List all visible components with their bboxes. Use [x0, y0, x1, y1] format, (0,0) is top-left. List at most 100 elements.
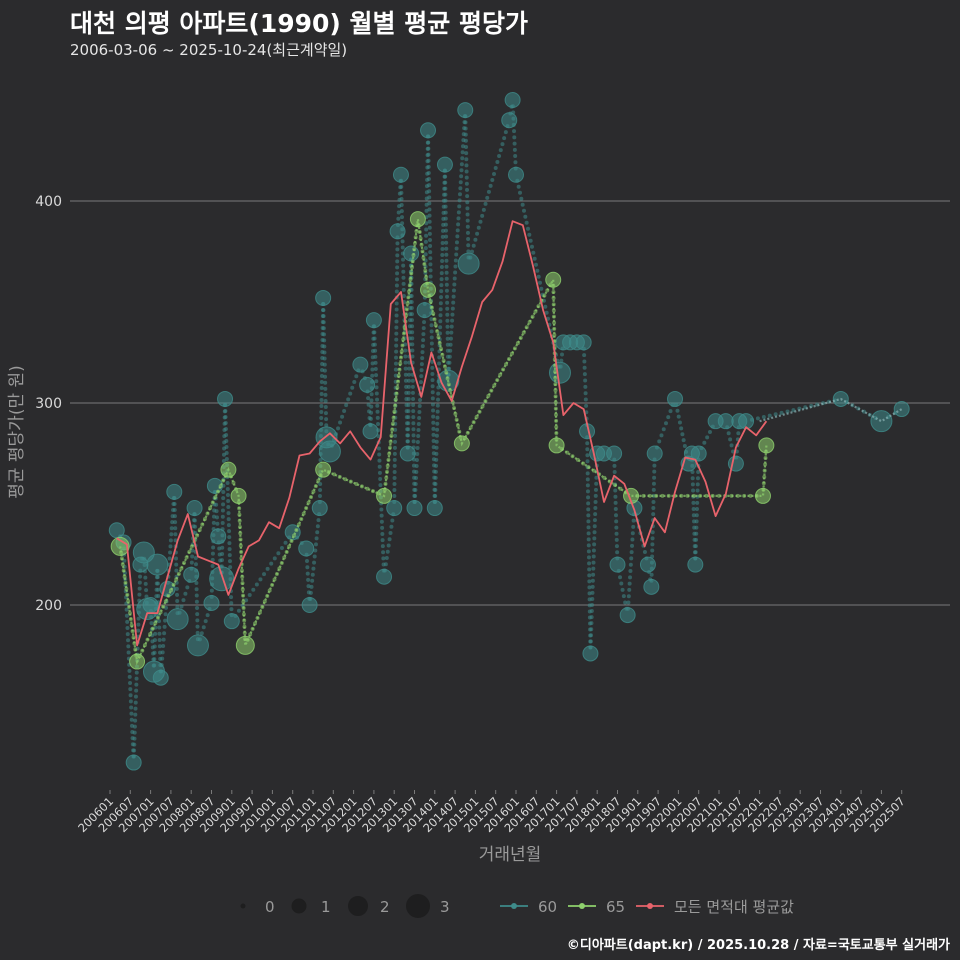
- series-60-connector-dot: [168, 550, 173, 555]
- series-60-connector-dot: [163, 618, 168, 623]
- series-60-connector-dot: [305, 571, 310, 576]
- series-60-connector-dot: [390, 518, 395, 523]
- series-60-connector-dot: [438, 313, 443, 318]
- legend-series-label: 60: [538, 898, 557, 916]
- series-60-connector-dot: [134, 682, 139, 687]
- series-60-connector-dot: [447, 360, 452, 365]
- series-60-connector-dot: [195, 630, 200, 635]
- series-60-connector-dot: [370, 373, 375, 378]
- series-60-connector-dot: [392, 463, 397, 468]
- series-60-connector-dot: [536, 274, 541, 279]
- series-60-connector-dot: [458, 180, 463, 185]
- series-60-connector-dot: [129, 717, 134, 722]
- series-60-connector-dot: [525, 226, 530, 231]
- series-60-connector-dot: [465, 206, 470, 211]
- series-60-connector-dot: [400, 239, 405, 244]
- series-60-connector-dot: [449, 330, 454, 335]
- series-60-connector-dot: [431, 408, 436, 413]
- series-60-connector-dot: [694, 519, 699, 524]
- series-60-connector-dot: [668, 409, 673, 414]
- series-60-connector-dot: [428, 244, 433, 249]
- series-60-connector-dot: [194, 593, 199, 598]
- series-60-connector-dot: [444, 246, 449, 251]
- series-60-connector-dot: [614, 537, 619, 542]
- series-60-connector-dot: [167, 556, 172, 561]
- series-60-connector-dot: [426, 170, 431, 175]
- legend-point-symbol: [579, 903, 585, 909]
- series-60-connector-dot: [406, 384, 411, 389]
- series-60-connector-dot: [440, 240, 445, 245]
- series-60-connector-dot: [427, 207, 432, 212]
- series-60-connector-dot: [133, 700, 138, 705]
- series-60-connector-dot: [493, 166, 498, 171]
- series-60-connector-dot: [194, 587, 199, 592]
- series-60-connector-dot: [726, 431, 731, 436]
- series-60-connector-dot: [431, 414, 436, 419]
- series-60-connector-dot: [535, 268, 540, 273]
- series-60-connector-dot: [450, 306, 455, 311]
- series-60-connector-dot: [372, 336, 377, 341]
- series-60-point: [501, 112, 518, 129]
- series-60-point: [142, 597, 159, 613]
- series-60-connector-dot: [125, 619, 130, 624]
- series-60-connector-dot: [586, 537, 591, 542]
- legend-size-symbol: [240, 903, 246, 909]
- series-60-connector-dot: [228, 565, 233, 570]
- series-60-connector-dot: [306, 584, 311, 589]
- series-60-connector-dot: [411, 409, 416, 414]
- series-60-connector-dot: [488, 183, 493, 188]
- series-60-connector-dot: [680, 432, 685, 437]
- series-60-connector-dot: [340, 414, 345, 419]
- series-60-point: [457, 102, 474, 119]
- series-60-connector-dot: [451, 294, 456, 299]
- series-60-connector-dot: [421, 332, 426, 337]
- series-60-connector-dot: [394, 301, 399, 306]
- series-60-connector-dot: [428, 274, 433, 279]
- series-60-connector-dot: [392, 451, 397, 456]
- series-60-connector-dot: [430, 378, 435, 383]
- series-60-connector-dot: [434, 439, 439, 444]
- series-60-connector-dot: [676, 414, 681, 419]
- series-60-connector-dot: [319, 373, 324, 378]
- series-60-connector-dot: [444, 282, 449, 287]
- series-60-connector-dot: [464, 163, 469, 168]
- series-60-connector-dot: [416, 428, 421, 433]
- series-60-connector-dot: [434, 433, 439, 438]
- series-60-connector-dot: [410, 318, 415, 323]
- series-60-connector-dot: [203, 619, 208, 624]
- series-60-connector-dot: [134, 670, 139, 675]
- series-60-connector-dot: [344, 403, 349, 408]
- series-60-connector-dot: [225, 487, 230, 492]
- series-60-connector-dot: [431, 426, 436, 431]
- series-60-connector-dot: [465, 230, 470, 235]
- series-60-connector-dot: [533, 262, 538, 267]
- series-60-connector-dot: [419, 362, 424, 367]
- series-60-connector-dot: [152, 638, 157, 643]
- series-60-connector-dot: [433, 493, 438, 498]
- series-60-connector-dot: [512, 141, 517, 146]
- series-60-connector-dot: [666, 415, 671, 420]
- series-60-connector-dot: [225, 493, 230, 498]
- series-60-connector-dot: [350, 385, 355, 390]
- series-60-connector-dot: [175, 598, 180, 603]
- series-60-connector-dot: [584, 403, 589, 408]
- series-60-connector-dot: [587, 579, 592, 584]
- series-60-connector-dot: [421, 338, 426, 343]
- series-60-connector-dot: [586, 495, 591, 500]
- series-60-connector-dot: [465, 187, 470, 192]
- series-60-connector-dot: [591, 572, 596, 577]
- series-60-connector-dot: [227, 559, 232, 564]
- series-60-connector-dot: [590, 584, 595, 589]
- series-60-point: [146, 553, 169, 576]
- series-60-connector-dot: [226, 499, 231, 504]
- series-60-connector-dot: [305, 565, 310, 570]
- series-60-connector-dot: [392, 475, 397, 480]
- series-60-connector-dot: [427, 219, 432, 224]
- series-60-connector-dot: [403, 354, 408, 359]
- series-60-connector-dot: [304, 559, 309, 564]
- series-60-connector-dot: [322, 332, 327, 337]
- series-60-connector-dot: [133, 712, 138, 717]
- series-60-connector-dot: [591, 554, 596, 559]
- series-60-connector-dot: [478, 219, 483, 224]
- series-60-connector-dot: [346, 397, 351, 402]
